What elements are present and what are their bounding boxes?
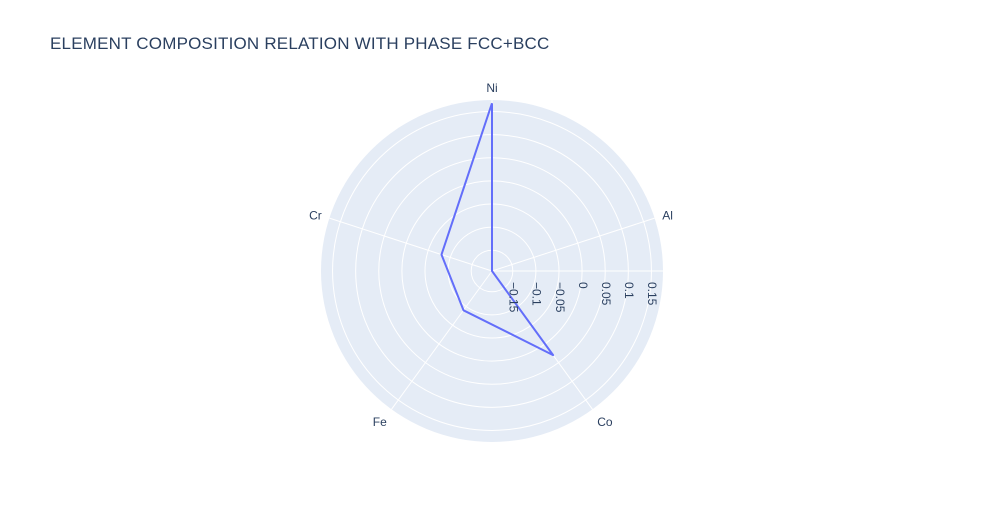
spoke-cr — [329, 217, 493, 272]
series-line — [440, 102, 555, 357]
spoke-fe — [391, 270, 493, 410]
series-layer — [440, 102, 555, 357]
radial-tick-label: 0.1 — [622, 282, 636, 299]
angular-axis-labels: Ni Al Co Fe Cr — [309, 81, 673, 429]
axis-label-cr: Cr — [309, 209, 322, 223]
axis-label-ni: Ni — [486, 81, 497, 95]
axis-label-co: Co — [597, 415, 613, 429]
spoke-al — [491, 217, 655, 272]
radial-axis-tick-labels: −0.15 −0.1 −0.05 0 0.05 0.1 0.15 — [507, 282, 660, 313]
axis-label-al: Al — [662, 209, 673, 223]
radial-tick-label: 0.15 — [645, 282, 659, 306]
radial-tick-label: −0.05 — [553, 282, 567, 313]
chart-title: ELEMENT COMPOSITION RELATION WITH PHASE … — [50, 34, 550, 53]
radial-tick-label: 0.05 — [599, 282, 613, 306]
axis-label-fe: Fe — [373, 415, 387, 429]
radial-tick-label: 0 — [576, 282, 590, 289]
radial-tick-label: −0.1 — [530, 282, 544, 306]
radial-tick-label: −0.15 — [507, 282, 521, 313]
